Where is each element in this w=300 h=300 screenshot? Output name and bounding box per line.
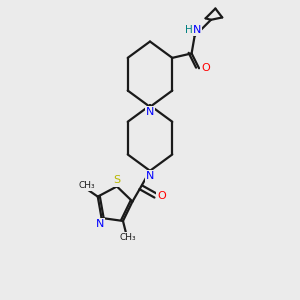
Text: O: O bbox=[158, 191, 166, 201]
Text: N: N bbox=[193, 25, 201, 35]
Text: H: H bbox=[185, 25, 193, 35]
Text: N: N bbox=[146, 171, 154, 181]
Text: O: O bbox=[201, 63, 210, 73]
Text: N: N bbox=[146, 107, 154, 117]
Text: CH₃: CH₃ bbox=[119, 233, 136, 242]
Text: CH₃: CH₃ bbox=[79, 181, 95, 190]
Text: N: N bbox=[96, 219, 104, 229]
Text: S: S bbox=[113, 176, 121, 185]
